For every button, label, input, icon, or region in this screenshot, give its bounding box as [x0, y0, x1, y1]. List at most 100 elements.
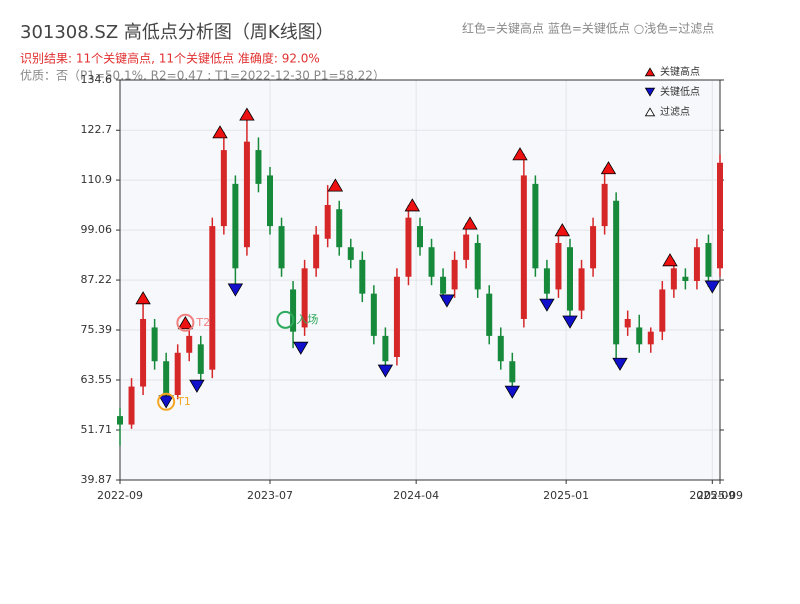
key-point — [512, 147, 528, 161]
candle-body — [243, 141, 250, 248]
candle-body — [290, 289, 297, 332]
candle-body — [347, 247, 354, 260]
x-tick-label: 2024-04 — [393, 489, 439, 502]
candle-body — [659, 289, 666, 332]
x-tick-label: 2023-07 — [247, 489, 293, 502]
candle-body — [278, 226, 285, 269]
x-tick-label: 2025-01 — [543, 489, 589, 502]
candle-body — [555, 242, 562, 290]
key-point — [177, 316, 194, 330]
y-tick-label: 87.22 — [81, 273, 113, 286]
key-point — [462, 216, 478, 230]
y-tick-label: 39.87 — [81, 473, 113, 486]
candle-body — [509, 361, 516, 383]
candle-body — [232, 183, 239, 269]
key-point — [612, 357, 628, 371]
candle-body — [601, 183, 608, 227]
candle-body — [370, 293, 377, 336]
y-tick-label: 122.7 — [81, 123, 113, 136]
candle-body — [405, 217, 412, 277]
key-point — [704, 280, 721, 294]
y-tick-label: 75.39 — [81, 323, 113, 336]
key-point — [554, 223, 571, 237]
y-tick-label: 63.55 — [81, 373, 113, 386]
candle-body — [163, 361, 170, 396]
y-tick-label: 51.71 — [81, 423, 113, 436]
candle-body — [693, 247, 700, 281]
candle-body — [209, 226, 216, 370]
legend-marker — [644, 87, 656, 97]
legend-label: 关键低点 — [660, 85, 700, 98]
key-point — [293, 341, 309, 355]
key-point — [189, 379, 205, 393]
key-point — [212, 125, 228, 139]
candle-body — [140, 318, 147, 387]
chart-subtitle: 红色=关键高点 蓝色=关键低点 ○浅色=过滤点 — [462, 21, 714, 36]
annotation-ring — [176, 313, 195, 332]
legend-label: 关键高点 — [660, 65, 700, 78]
plot-frame — [119, 79, 721, 481]
chart-title: 301308.SZ 高低点分析图（周K线图） — [20, 22, 334, 43]
candle-body — [382, 335, 389, 362]
candle-body — [197, 344, 204, 374]
x-tick-label: 2022-09 — [97, 489, 143, 502]
legend-marker — [644, 67, 656, 77]
candle-body — [532, 183, 539, 269]
candle-body — [174, 352, 181, 396]
candle-body — [567, 247, 573, 311]
key-point — [327, 178, 344, 192]
candle-body — [670, 268, 677, 290]
key-point — [539, 298, 555, 312]
legend-label: 过滤点 — [660, 105, 690, 118]
annotation-ring — [276, 310, 295, 329]
candle-body — [624, 318, 631, 328]
x-tick-label: 2025-09 — [697, 489, 743, 502]
candle-body — [613, 200, 620, 345]
annotation-ring — [157, 392, 176, 411]
candle-body — [313, 234, 320, 269]
annotation-label: 入场 — [296, 312, 318, 326]
x-tick-label: 2025-09 — [689, 489, 735, 502]
candle-body — [128, 386, 135, 425]
y-tick-label: 99.06 — [81, 223, 113, 236]
candle-body — [255, 150, 262, 184]
candle-body — [705, 242, 712, 277]
candle-body — [463, 234, 470, 260]
quality-text: 优质：否（P1=50.1%, R2=0.47 ; T1=2022-12-30 P… — [20, 69, 385, 83]
y-tick-label: 110.9 — [81, 173, 113, 186]
key-point — [239, 107, 255, 121]
key-point — [662, 253, 678, 267]
candle-body — [520, 175, 527, 319]
candle-body — [151, 327, 158, 362]
candle-body — [117, 416, 123, 425]
candle-body — [336, 209, 343, 248]
key-point — [404, 198, 421, 212]
key-point — [439, 294, 455, 308]
annotation-label: T1 — [176, 395, 191, 408]
key-point — [158, 395, 174, 409]
candle-body — [393, 276, 400, 357]
candle-body — [417, 226, 423, 248]
candle-body — [578, 268, 585, 311]
key-point — [227, 283, 244, 297]
candle-body — [636, 327, 643, 345]
result-text: 识别结果: 11个关键高点, 11个关键低点 准确度: 92.0% — [20, 51, 320, 66]
candle-body — [717, 162, 723, 269]
candle-body — [220, 150, 227, 227]
key-point — [377, 364, 394, 378]
candle-body — [543, 268, 550, 294]
candle-body — [474, 242, 481, 290]
key-point — [135, 291, 151, 305]
candle-body — [590, 226, 597, 269]
candle-body — [682, 276, 689, 281]
candle-body — [497, 335, 504, 362]
key-point — [600, 161, 617, 175]
candle-body — [186, 335, 193, 353]
candle-body — [451, 259, 458, 290]
candle-body — [324, 204, 331, 239]
candle-body — [301, 268, 308, 328]
candle-body — [428, 247, 435, 277]
candle-body — [267, 175, 273, 227]
